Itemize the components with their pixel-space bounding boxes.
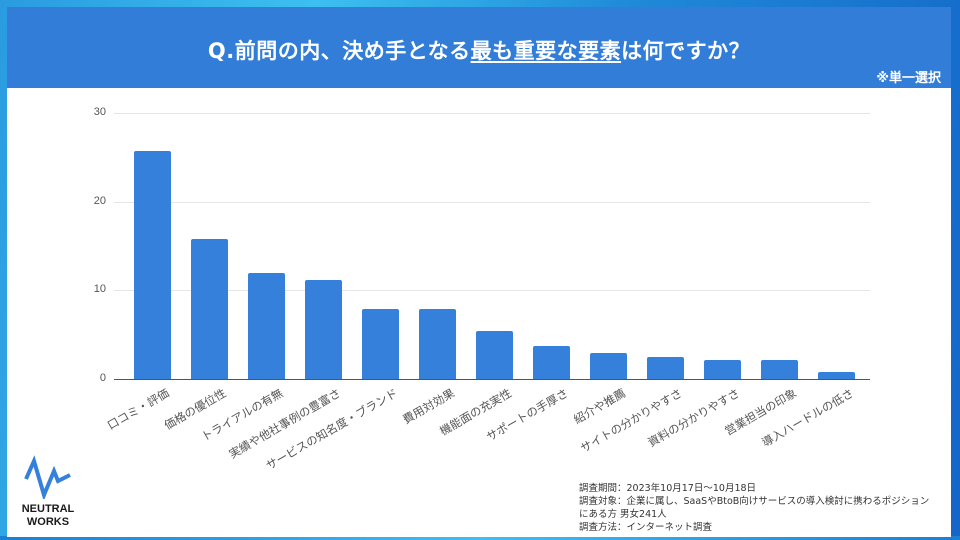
bar [818, 372, 855, 379]
pulse-wave-icon [24, 455, 71, 499]
y-tick-label: 30 [93, 106, 106, 118]
x-axis-line [114, 379, 870, 380]
slide-frame [0, 536, 960, 540]
gridline [114, 113, 870, 114]
survey-target-continued: にある方 男女241人 [579, 509, 667, 520]
bar [305, 280, 342, 379]
gridline [114, 202, 870, 203]
bar [362, 309, 399, 379]
y-tick-label: 0 [99, 372, 106, 384]
bar [134, 151, 171, 379]
bar [590, 353, 627, 379]
y-tick-label: 20 [93, 195, 106, 207]
bar [761, 360, 798, 379]
y-tick-label: 10 [93, 283, 106, 295]
survey-details: 調査期間：2023年10月17日～10月18日 調査対象：企業に属し、SaaSや… [579, 482, 929, 534]
logo-line-1: NEUTRAL [21, 503, 75, 515]
logo-line-2: WORKS [26, 516, 70, 528]
bar [647, 357, 684, 379]
bar [476, 331, 513, 379]
bar [248, 273, 285, 379]
title-prefix: Q.前問の内、決め手となる [207, 39, 471, 63]
survey-method: 調査方法：インターネット調査 [579, 522, 713, 533]
question-title: Q.前問の内、決め手となる最も重要な要素は何ですか？ [7, 35, 951, 65]
title-suffix: は何ですか？ [621, 39, 751, 63]
bar [191, 239, 228, 379]
title-emphasis: 最も重要な要素 [470, 39, 622, 63]
slide-header: Q.前問の内、決め手となる最も重要な要素は何ですか？ ※単一選択 [7, 7, 951, 88]
company-logo: NEUTRAL WORKS [18, 455, 88, 529]
gridline [114, 290, 870, 291]
survey-target: 調査対象：企業に属し、SaaSやBtoB向けサービスの導入検討に携わるポジション [579, 496, 930, 507]
bar [533, 346, 570, 379]
single-choice-note: ※単一選択 [876, 71, 941, 86]
survey-period: 調査期間：2023年10月17日～10月18日 [579, 483, 757, 494]
x-axis-label: サイトの分かりやすさ [577, 385, 685, 456]
bar [704, 360, 741, 379]
x-axis-label: 口コミ・評価 [104, 385, 172, 433]
bar [419, 309, 456, 379]
